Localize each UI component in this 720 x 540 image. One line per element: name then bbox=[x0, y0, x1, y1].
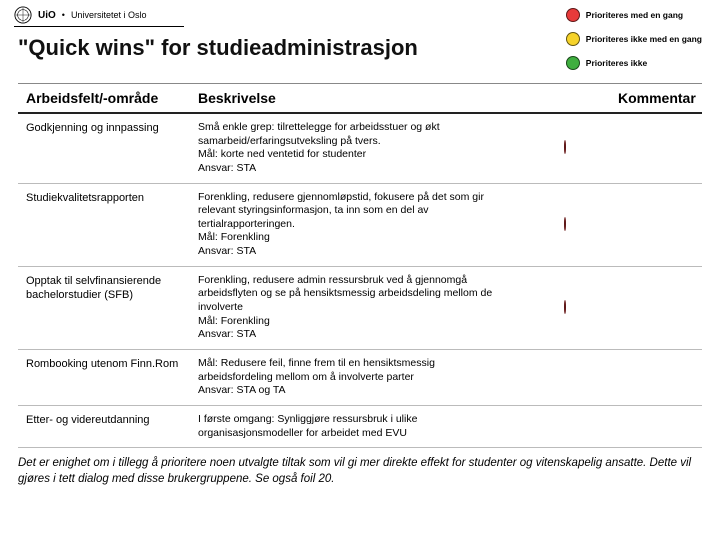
table-row: StudiekvalitetsrapportenForenkling, redu… bbox=[18, 183, 702, 266]
table-row: Etter- og videreutdanningI første omgang… bbox=[18, 405, 702, 447]
cell-priority bbox=[520, 113, 610, 183]
legend-item: Prioriteres med en gang bbox=[566, 6, 702, 24]
cell-desc: Mål: Redusere feil, finne frem til en he… bbox=[190, 349, 520, 405]
cell-desc: Forenkling, redusere admin ressursbruk v… bbox=[190, 266, 520, 349]
cell-area: Studiekvalitetsrapporten bbox=[18, 183, 190, 266]
cell-priority bbox=[520, 266, 610, 349]
cell-comment bbox=[610, 349, 702, 405]
uio-name: Universitetet i Oslo bbox=[71, 10, 147, 20]
cell-desc: Små enkle grep: tilrettelegge for arbeid… bbox=[190, 113, 520, 183]
cell-area: Rombooking utenom Finn.Rom bbox=[18, 349, 190, 405]
legend-item: Prioriteres ikke bbox=[566, 54, 702, 72]
uio-prefix: UiO bbox=[38, 10, 56, 21]
legend-label: Prioriteres ikke bbox=[586, 58, 647, 68]
table-row: Opptak til selvfinansierende bachelorstu… bbox=[18, 266, 702, 349]
red-dot-icon bbox=[564, 140, 566, 154]
cell-comment bbox=[610, 266, 702, 349]
cell-area: Opptak til selvfinansierende bachelorstu… bbox=[18, 266, 190, 349]
cell-priority bbox=[520, 183, 610, 266]
cell-priority bbox=[520, 349, 610, 405]
cell-area: Etter- og videreutdanning bbox=[18, 405, 190, 447]
cell-area: Godkjenning og innpassing bbox=[18, 113, 190, 183]
cell-desc: Forenkling, redusere gjennomløpstid, fok… bbox=[190, 183, 520, 266]
cell-priority bbox=[520, 405, 610, 447]
col-comment: Kommentar bbox=[610, 84, 702, 114]
red-dot-icon bbox=[564, 217, 566, 231]
green-dot-icon bbox=[566, 56, 580, 70]
cell-comment bbox=[610, 405, 702, 447]
cell-comment bbox=[610, 113, 702, 183]
legend-label: Prioriteres ikke med en gang bbox=[586, 34, 702, 44]
cell-comment bbox=[610, 183, 702, 266]
footnote: Det er enighet om i tillegg å prioritere… bbox=[18, 456, 702, 487]
col-priority bbox=[520, 84, 610, 114]
table-header-row: Arbeidsfelt/-område Beskrivelse Kommenta… bbox=[18, 84, 702, 114]
priority-legend: Prioriteres med en gang Prioriteres ikke… bbox=[566, 6, 702, 78]
cell-desc: I første omgang: Synliggjøre ressursbruk… bbox=[190, 405, 520, 447]
col-desc: Beskrivelse bbox=[190, 84, 520, 114]
table-row: Rombooking utenom Finn.RomMål: Redusere … bbox=[18, 349, 702, 405]
red-dot-icon bbox=[564, 300, 566, 314]
table-row: Godkjenning og innpassingSmå enkle grep:… bbox=[18, 113, 702, 183]
red-dot-icon bbox=[566, 8, 580, 22]
legend-label: Prioriteres med en gang bbox=[586, 10, 683, 20]
yellow-dot-icon bbox=[566, 32, 580, 46]
uio-logo: UiO • Universitetet i Oslo bbox=[14, 6, 184, 27]
col-area: Arbeidsfelt/-område bbox=[18, 84, 190, 114]
uio-bullet: • bbox=[62, 10, 65, 20]
quick-wins-table: Arbeidsfelt/-område Beskrivelse Kommenta… bbox=[18, 83, 702, 448]
legend-item: Prioriteres ikke med en gang bbox=[566, 30, 702, 48]
uio-seal-icon bbox=[14, 6, 32, 24]
